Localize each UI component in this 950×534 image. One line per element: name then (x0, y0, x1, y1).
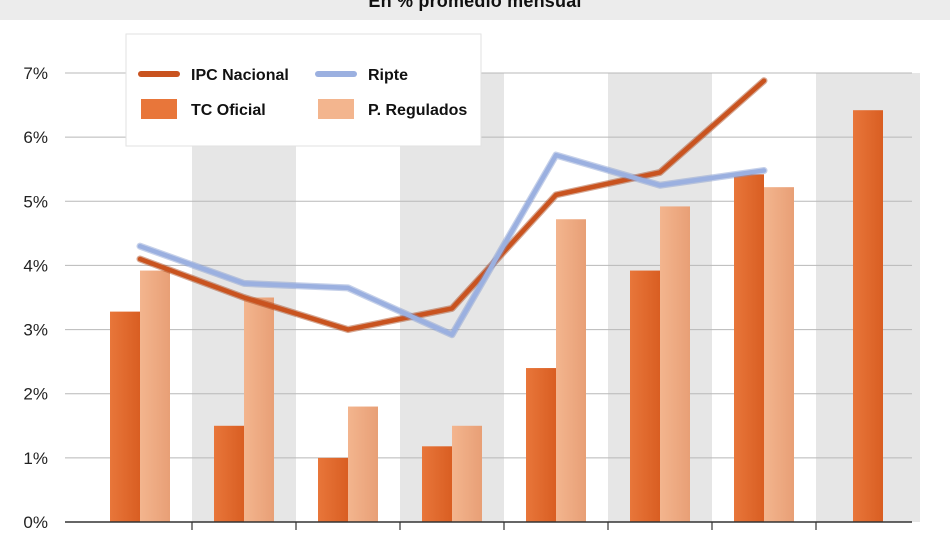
ripte-line (137, 152, 767, 337)
p-regulados-bar-5 (660, 206, 690, 522)
y-tick-label: 7% (23, 64, 48, 83)
legend-label-p-regulados: P. Regulados (368, 102, 467, 119)
tc-oficial-bar-0 (110, 311, 140, 522)
ipc-nacional-line (137, 78, 767, 332)
legend-swatch-p-regulados (318, 99, 354, 119)
p-regulados-bar-3 (452, 425, 482, 522)
y-tick-label: 1% (23, 449, 48, 468)
tc-oficial-bar-3 (422, 446, 452, 522)
y-tick-label: 6% (23, 128, 48, 147)
tc-oficial-bar-2 (318, 457, 348, 522)
legend-box (125, 33, 482, 147)
tc-oficial-bar-5 (630, 270, 660, 522)
legend-label-tc-oficial: TC Oficial (191, 102, 266, 119)
legend-label-ipc-nacional: IPC Nacional (191, 67, 289, 84)
y-tick-label: 4% (23, 256, 48, 275)
y-tick-label: 2% (23, 385, 48, 404)
chart-subtitle-bar: En % promedio mensual (0, 0, 950, 20)
y-tick-label: 3% (23, 321, 48, 340)
tc-oficial-bar-4 (526, 368, 556, 522)
p-regulados-bar-0 (140, 270, 170, 522)
p-regulados-bar-2 (348, 406, 378, 522)
y-tick-label: 0% (23, 513, 48, 532)
tc-oficial-bar-6 (734, 174, 764, 523)
p-regulados-bar-4 (556, 219, 586, 522)
legend-swatch-tc-oficial (141, 99, 177, 119)
chart-subtitle: En % promedio mensual (368, 0, 582, 11)
tc-oficial-bar-1 (214, 425, 244, 522)
p-regulados-bar-6 (764, 187, 794, 522)
y-tick-label: 5% (23, 192, 48, 211)
legend-label-ripte: Ripte (368, 67, 408, 84)
p-regulados-bar-1 (244, 297, 274, 522)
tc-oficial-bar-7 (853, 110, 883, 523)
